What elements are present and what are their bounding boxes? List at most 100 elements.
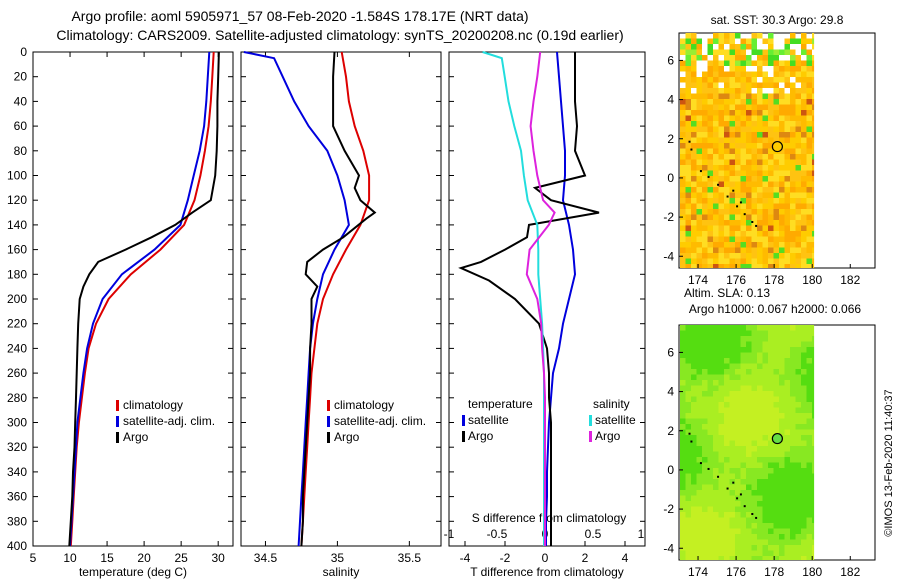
island xyxy=(717,475,720,478)
sst-map-title: sat. SST: 30.3 Argo: 29.8 xyxy=(711,13,844,27)
x-tick-label-176: 176 xyxy=(726,273,746,287)
series-line-satellite-adj-clim xyxy=(69,51,211,547)
island xyxy=(732,481,735,484)
legend-swatch-t-satellite xyxy=(462,415,465,426)
y-tick-label-0: 0 xyxy=(20,45,27,59)
x-axis-label-top: S difference from climatology xyxy=(472,511,627,525)
imos-credit: ©IMOS 13-Feb-2020 11:40:37 xyxy=(883,389,895,536)
x-tick-label-2: 2 xyxy=(582,551,589,565)
series-line-s-argo xyxy=(525,51,556,546)
island xyxy=(726,195,729,198)
x-axis-label: salinity xyxy=(323,565,360,579)
legend-label-satellite-adj-clim: satellite-adj. clim. xyxy=(123,414,215,428)
island xyxy=(743,213,746,216)
legend-label-s-satellite: satellite xyxy=(595,413,636,427)
x-axis-label: temperature (deg C) xyxy=(79,565,187,579)
legend-swatch-climatology xyxy=(116,400,119,411)
series-line-t-satellite xyxy=(545,51,577,546)
y-tick-label-360: 360 xyxy=(7,490,27,504)
y-tick-label-140: 140 xyxy=(7,218,27,232)
y-tick-label-240: 240 xyxy=(7,341,27,355)
x-tick-label-180: 180 xyxy=(802,273,822,287)
y-tick-label-4: 4 xyxy=(667,93,674,107)
y-tick-label-4: -4 xyxy=(663,541,674,555)
island xyxy=(688,432,691,435)
y-tick-label-40: 40 xyxy=(14,94,28,108)
salinity-panel: 34.5 35 35.5 salinity climatology satellite-a… xyxy=(240,51,442,579)
y-tick-label-160: 160 xyxy=(7,243,27,257)
series-line-argo xyxy=(300,51,377,547)
island xyxy=(707,467,710,470)
y-tick-label-60: 60 xyxy=(14,119,28,133)
x-tick-label-4: 4 xyxy=(622,551,629,565)
x-tick-label-174: 174 xyxy=(688,565,708,579)
legend-label-satellite-adj-clim: satellite-adj. clim. xyxy=(334,414,426,428)
y-tick-label-80: 80 xyxy=(14,144,28,158)
legend-label-argo: Argo xyxy=(123,430,149,444)
figure-title-line2: Climatology: CARS2009. Satellite-adjuste… xyxy=(56,27,623,43)
sla-map-title2: Argo h1000: 0.067 h2000: 0.066 xyxy=(689,302,861,316)
x-tick-label-34-5: 34.5 xyxy=(254,551,278,565)
y-tick-label-120: 120 xyxy=(7,193,27,207)
x-tick-label-180: 180 xyxy=(802,565,822,579)
island xyxy=(736,497,739,500)
y-tick-label-260: 260 xyxy=(7,366,27,380)
y-tick-label-340: 340 xyxy=(7,465,27,479)
x-tick-label-top-0-5: 0.5 xyxy=(585,527,602,541)
legend-label-t-argo: Argo xyxy=(468,429,494,443)
island xyxy=(707,175,710,178)
y-tick-label-0: 0 xyxy=(667,463,674,477)
x-tick-label-25: 25 xyxy=(174,551,188,565)
y-tick-label-4: -4 xyxy=(663,249,674,263)
y-tick-label-6: 6 xyxy=(667,53,674,67)
legend-swatch-argo xyxy=(116,432,119,443)
x-tick-label-178: 178 xyxy=(764,565,784,579)
island xyxy=(732,189,735,192)
legend-label-t-satellite: satellite xyxy=(468,413,509,427)
y-tick-label-2: 2 xyxy=(667,132,674,146)
map-field xyxy=(680,33,815,268)
y-tick-label-400: 400 xyxy=(7,539,27,553)
island xyxy=(755,516,758,519)
island xyxy=(755,224,758,227)
island xyxy=(751,221,754,223)
y-tick-label-4: 4 xyxy=(667,385,674,399)
legend-swatch-s-argo xyxy=(589,431,592,442)
island xyxy=(717,183,720,186)
x-tick-label-174: 174 xyxy=(688,273,708,287)
island xyxy=(739,201,742,204)
legend-swatch-climatology xyxy=(327,400,330,411)
x-tick-label-0: 0 xyxy=(542,551,549,565)
y-tick-label-2: -2 xyxy=(663,210,674,224)
x-tick-label-top-0-5: -0.5 xyxy=(487,527,508,541)
x-axis-label: T difference from climatology xyxy=(470,565,624,579)
difference-panel: -4 -2 0 2 4T difference from climatology S di… xyxy=(444,51,646,579)
sla-map-title1: Altim. SLA: 0.13 xyxy=(684,286,770,300)
x-tick-label-176: 176 xyxy=(726,565,746,579)
x-tick-label-178: 178 xyxy=(764,273,784,287)
plot-frame xyxy=(32,51,234,547)
x-tick-label-2: -2 xyxy=(500,551,511,565)
x-tick-label-182: 182 xyxy=(840,565,860,579)
y-tick-label-200: 200 xyxy=(7,292,27,306)
y-tick-label-280: 280 xyxy=(7,391,27,405)
x-tick-label-30: 30 xyxy=(212,551,226,565)
y-tick-label-2: -2 xyxy=(663,502,674,516)
legend-label-argo: Argo xyxy=(334,430,360,444)
temperature-panel: 0 20 40 60 80 100 120 140 160 180 200 220 240 260 280 3… xyxy=(7,45,234,579)
island xyxy=(699,170,702,173)
argo-position-marker xyxy=(771,432,783,445)
y-tick-label-100: 100 xyxy=(7,169,27,183)
sst-map: sat. SST: 30.3 Argo: 29.8 174 176 178 180 182… xyxy=(663,13,876,287)
legend-header-temperature: temperature xyxy=(468,397,533,411)
y-tick-label-300: 300 xyxy=(7,416,27,430)
x-tick-label-top-1: 1 xyxy=(638,527,645,541)
x-tick-label-top-1: -1 xyxy=(444,527,455,541)
x-tick-label-182: 182 xyxy=(840,273,860,287)
island xyxy=(690,440,693,443)
y-tick-label-220: 220 xyxy=(7,317,27,331)
y-tick-label-6: 6 xyxy=(667,345,674,359)
island xyxy=(688,140,691,143)
island xyxy=(751,513,754,515)
